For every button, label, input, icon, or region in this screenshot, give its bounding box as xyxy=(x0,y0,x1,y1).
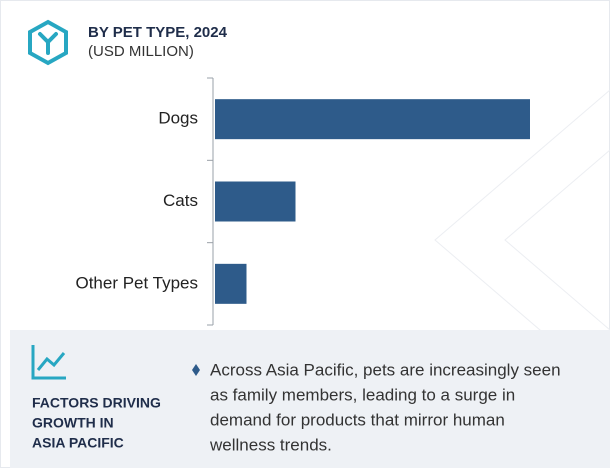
factors-heading: ASIA PACIFIC xyxy=(32,435,124,451)
logo-icon xyxy=(28,19,68,66)
bar xyxy=(215,181,296,222)
factors-text: Across Asia Pacific, pets are increasing… xyxy=(210,360,561,379)
bullet-marker xyxy=(192,364,200,376)
factors-heading: FACTORS DRIVING xyxy=(32,395,161,411)
factors-panel xyxy=(10,330,610,468)
factors-heading: GROWTH IN xyxy=(32,415,114,431)
bar xyxy=(215,99,530,140)
chart-subtitle: (USD MILLION) xyxy=(88,43,194,60)
factors-text: wellness trends. xyxy=(209,435,332,454)
chart-title: BY PET TYPE, 2024 xyxy=(88,24,228,41)
y-tick-label: Dogs xyxy=(158,109,198,128)
trend-icon xyxy=(31,345,66,380)
y-tick-label: Other Pet Types xyxy=(75,273,198,292)
bar xyxy=(215,263,247,304)
factors-text: demand for products that mirror human xyxy=(210,410,505,429)
factors-text: as family members, leading to a surge in xyxy=(210,385,515,404)
y-tick-label: Cats xyxy=(163,191,198,210)
